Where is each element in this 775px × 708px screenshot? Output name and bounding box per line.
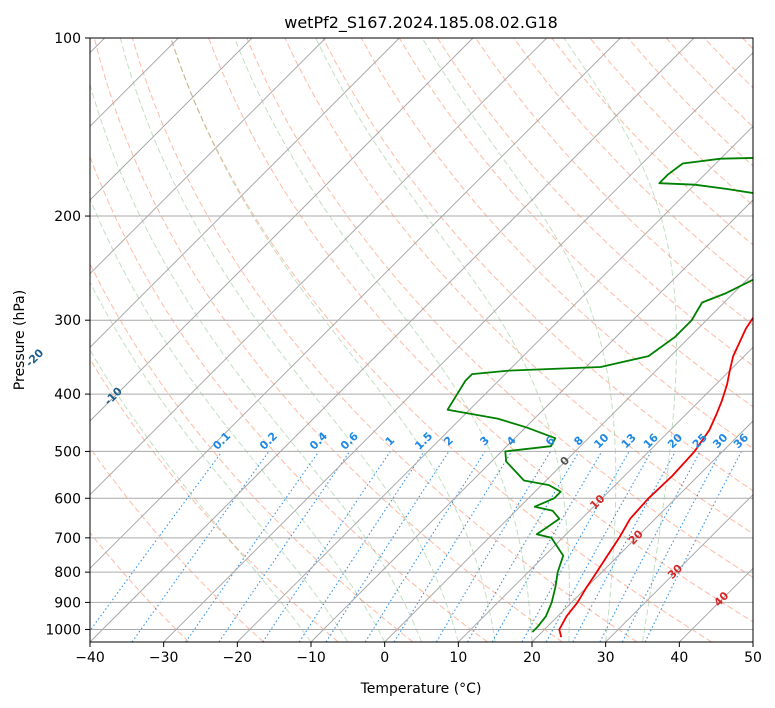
mixing-ratio-line [545, 451, 652, 642]
moist-adiabat-line [90, 82, 422, 642]
dry-adiabat-line [208, 38, 753, 623]
isotherm-line [457, 346, 753, 642]
dry-adiabat-line [90, 531, 190, 642]
isotherm-line [310, 199, 753, 642]
mixing-ratio-line [393, 451, 513, 642]
isotherm-line [236, 125, 753, 642]
moist-adiabat-line [315, 38, 570, 642]
mixing-ratio-line [90, 451, 223, 632]
dry-adiabat-line [170, 38, 712, 642]
x-tick-label: 10 [449, 650, 467, 666]
dry-adiabat-line [360, 38, 753, 450]
moist-adiabat-line [170, 38, 496, 642]
moist-adiabat-line [563, 38, 677, 642]
isotherm-line [90, 38, 548, 496]
chart-title: wetPf2_S167.2024.185.08.02.G18 [284, 13, 558, 33]
y-tick-label: 200 [54, 209, 81, 225]
mixing-ratio-line [298, 451, 425, 642]
temperature-trace [558, 316, 753, 638]
y-tick-label: 500 [54, 444, 81, 460]
dry-adiabat-line [90, 446, 264, 642]
x-tick-label: 50 [744, 650, 762, 666]
x-tick-label: −20 [223, 650, 253, 666]
axes: −40 −30 −20 −10 0 10 20 30 40 50 100 200 300 400 500 60… [45, 31, 762, 666]
moist-adiabat-line [90, 197, 386, 642]
isotherm-line [90, 38, 695, 642]
isotherm-line [531, 420, 753, 642]
isotherm-line [90, 38, 253, 201]
mixing-ratio-line [572, 451, 676, 642]
isotherm-line [384, 272, 753, 642]
mixing-ratio-line [325, 451, 450, 642]
dry-adiabat-line [398, 38, 753, 408]
y-tick-label: 1000 [45, 622, 81, 638]
dry-adiabat-line [246, 38, 753, 578]
dry-adiabat-line [93, 38, 563, 642]
y-tick-label: 400 [54, 387, 81, 403]
mixing-ratio-line [644, 451, 742, 642]
x-tick-label: −30 [149, 650, 179, 666]
dry-adiabat-line [131, 38, 638, 642]
x-tick-label: 0 [380, 650, 389, 666]
x-tick-label: 40 [670, 650, 688, 666]
mixing-ratio-line [262, 451, 391, 642]
dry-adiabat-line [284, 38, 753, 535]
dry-adiabat-line [90, 155, 488, 642]
moist-adiabat-line [421, 38, 617, 642]
x-tick-label: −10 [296, 650, 326, 666]
moist-adiabat-line [234, 38, 533, 642]
x-axis-label: Temperature (°C) [360, 681, 482, 697]
mixing-ratio-line [218, 451, 351, 642]
moist-adiabat-line [90, 281, 349, 642]
dry-adiabat-line [90, 358, 339, 642]
y-tick-label: 900 [54, 595, 81, 611]
x-tick-label: −40 [75, 650, 105, 666]
dewpoint-trace [446, 157, 753, 633]
y-tick-label: 700 [54, 531, 81, 547]
y-tick-label: 600 [54, 491, 81, 507]
y-tick-label: 300 [54, 313, 81, 329]
isotherm-line [90, 38, 474, 422]
y-axis-label: Pressure (hPa) [12, 290, 28, 390]
isotherm-line [90, 38, 327, 275]
isotherm-line [90, 38, 400, 349]
x-tick-label: 30 [597, 650, 615, 666]
plot-frame [89, 37, 754, 643]
mixing-ratio-line [621, 451, 722, 642]
plot-area [90, 38, 753, 642]
x-tick-label: 20 [523, 650, 541, 666]
mixing-ratio-line [185, 451, 320, 642]
y-tick-label: 800 [54, 565, 81, 581]
mixing-ratio-line [521, 451, 630, 642]
y-tick-label: 100 [54, 31, 81, 47]
isotherm-line [90, 38, 621, 570]
moist-adiabat-line [90, 349, 312, 642]
dry-adiabat-line [436, 38, 753, 367]
isotherm-line [605, 493, 753, 642]
isotherm-line [163, 51, 753, 642]
moist-adiabat-line [119, 38, 459, 642]
